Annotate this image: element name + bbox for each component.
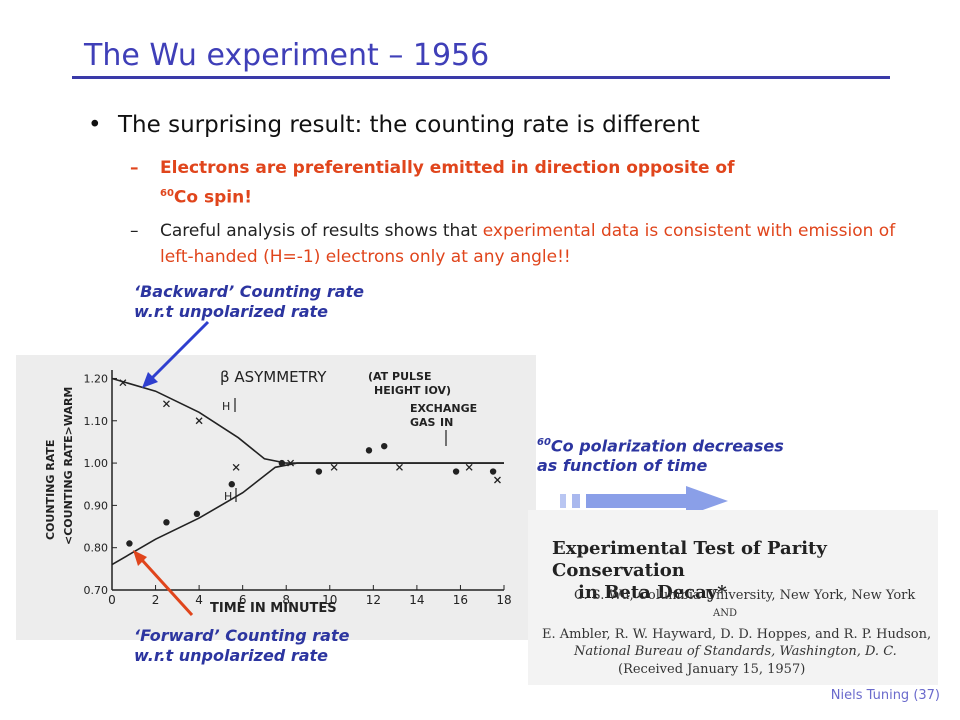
chart-x-axis-label: TIME IN MINUTES (210, 601, 337, 616)
chart-curves (111, 377, 504, 566)
sub-bullet-1-line2: Co spin! (173, 187, 252, 208)
x-marker-stroke (494, 476, 501, 484)
chart-points (119, 379, 501, 547)
paper-title-line1: Experimental Test of Parity Conservation (552, 538, 827, 581)
x-marker-stroke (232, 463, 240, 471)
data-point-x (162, 400, 170, 408)
fit-curve-forward (111, 462, 504, 566)
forward-note-line2: w.r.t unpolarized rate (134, 646, 328, 665)
main-bullet-text: The surprising result: the counting rate… (118, 112, 700, 138)
x-tick-label: 14 (409, 593, 424, 607)
chart-annotation-exchange-3: IN (440, 416, 453, 429)
data-point-dot (163, 519, 170, 526)
x-tick-label: 16 (453, 593, 468, 607)
data-point-x (232, 463, 240, 471)
data-point-x (330, 463, 338, 471)
data-point-x (494, 476, 501, 484)
plot-scan-background (16, 355, 536, 640)
paper-affiliation: National Bureau of Standards, Washington… (574, 644, 897, 659)
paper-and: AND (713, 608, 737, 619)
chart-h-label-top: H (222, 400, 230, 413)
sub-bullet-2-highlight: experimental data is consistent with emi… (160, 221, 896, 267)
forward-note-line1: ‘Forward’ Counting rate (134, 626, 350, 645)
data-point-dot (126, 540, 133, 547)
forward-arrow (133, 550, 194, 617)
x-marker-stroke (287, 459, 295, 467)
data-point-dot (452, 468, 460, 475)
y-tick-label: 0.90 (84, 499, 109, 512)
data-point-dot (365, 447, 373, 454)
data-point-x (195, 417, 203, 425)
data-point-x (287, 459, 295, 467)
polarization-note-line2: as function of time (537, 456, 708, 476)
x-tick-label: 0 (108, 593, 116, 607)
x-marker-stroke (195, 417, 203, 425)
data-point-x (119, 379, 127, 387)
backward-note-line2: w.r.t unpolarized rate (134, 302, 328, 321)
backward-note: ‘Backward’ Counting rate w.r.t unpolariz… (134, 282, 364, 322)
sub-bullet-2-plain: Careful analysis of results shows that (160, 221, 483, 241)
y-tick-label: 0.70 (84, 584, 109, 597)
x-tick-label: 6 (239, 593, 247, 607)
x-tick-label: 2 (152, 593, 160, 607)
slide-title: The Wu experiment – 1956 (84, 38, 490, 73)
y-tick-label: 1.20 (84, 372, 109, 385)
data-point-dot (193, 510, 201, 518)
paper-title-line2: in Beta Decay* (578, 582, 727, 603)
sub-bullet-1-isotope-sup: 60 (160, 188, 174, 199)
paper-received: (Received January 15, 1957) (618, 662, 806, 677)
y-tick-label: 1.10 (84, 415, 109, 428)
title-underline (72, 76, 890, 79)
polarization-note-sup: 60 (537, 437, 551, 448)
backward-arrow (142, 320, 210, 388)
paper-author1: C. S. Wu, Columbia University, New York,… (574, 588, 916, 603)
chart-annotation-pulse-2: HEIGHT IOV) (374, 384, 451, 397)
x-marker-stroke (396, 463, 403, 471)
sub-bullet-1-dash: – (130, 158, 139, 178)
paper-authors2: E. Ambler, R. W. Hayward, D. D. Hoppes, … (542, 627, 932, 642)
fit-curve-backward (111, 377, 504, 464)
x-marker-stroke (119, 379, 127, 387)
x-tick-label: 8 (282, 593, 290, 607)
data-point-dot (315, 468, 323, 475)
y-tick-label: 1.00 (84, 457, 109, 470)
chart-title: β ASYMMETRY (220, 368, 327, 386)
polarization-note-line1: Co polarization decreases (550, 436, 784, 456)
x-tick-label: 10 (322, 593, 337, 607)
chart-annotation-exchange-1: EXCHANGE (410, 402, 477, 415)
paper-title: Experimental Test of Parity Conservation… (552, 538, 938, 604)
y-tick-label: 0.80 (84, 542, 109, 555)
chart-annotation-pulse-1: (AT PULSE (368, 370, 431, 383)
x-tick-label: 12 (366, 593, 381, 607)
chart-y-axis-label-top: COUNTING RATE (44, 440, 57, 540)
x-marker-stroke (465, 463, 473, 471)
data-point-dot (489, 468, 497, 475)
paper-excerpt: Experimental Test of Parity Conservation… (528, 510, 938, 685)
data-point-dot (278, 459, 286, 467)
footer-credit: Niels Tuning (37) (830, 688, 940, 703)
polarization-note: 60Co polarization decreases as function … (537, 433, 784, 476)
chart-h-label-bottom: H (224, 490, 232, 503)
chart-axes: 0 2 4 6 8 10 12 14 16 18 0.70 0.80 0.90 1.00 1.10 1.20 (84, 370, 512, 607)
data-point-dot (381, 442, 388, 450)
x-marker-stroke (330, 463, 338, 471)
forward-note: ‘Forward’ Counting rate w.r.t unpolarize… (134, 626, 349, 666)
backward-note-line1: ‘Backward’ Counting rate (134, 282, 365, 301)
sub-bullet-2-dash: – (130, 221, 139, 241)
x-tick-label: 18 (496, 593, 511, 607)
x-marker-stroke (162, 400, 170, 408)
data-point-x (465, 463, 473, 471)
chart-annotation-exchange-2: GAS (410, 416, 436, 429)
bullet-marker: • (88, 112, 102, 138)
sub-bullet-1-line1: Electrons are preferentially emitted in … (160, 158, 735, 178)
chart-y-axis-label-bottom: <COUNTING RATE>WARM (62, 387, 75, 545)
data-point-dot (228, 481, 235, 488)
x-tick-label: 4 (195, 593, 203, 607)
data-point-x (396, 463, 403, 471)
time-direction-arrow (560, 486, 728, 516)
